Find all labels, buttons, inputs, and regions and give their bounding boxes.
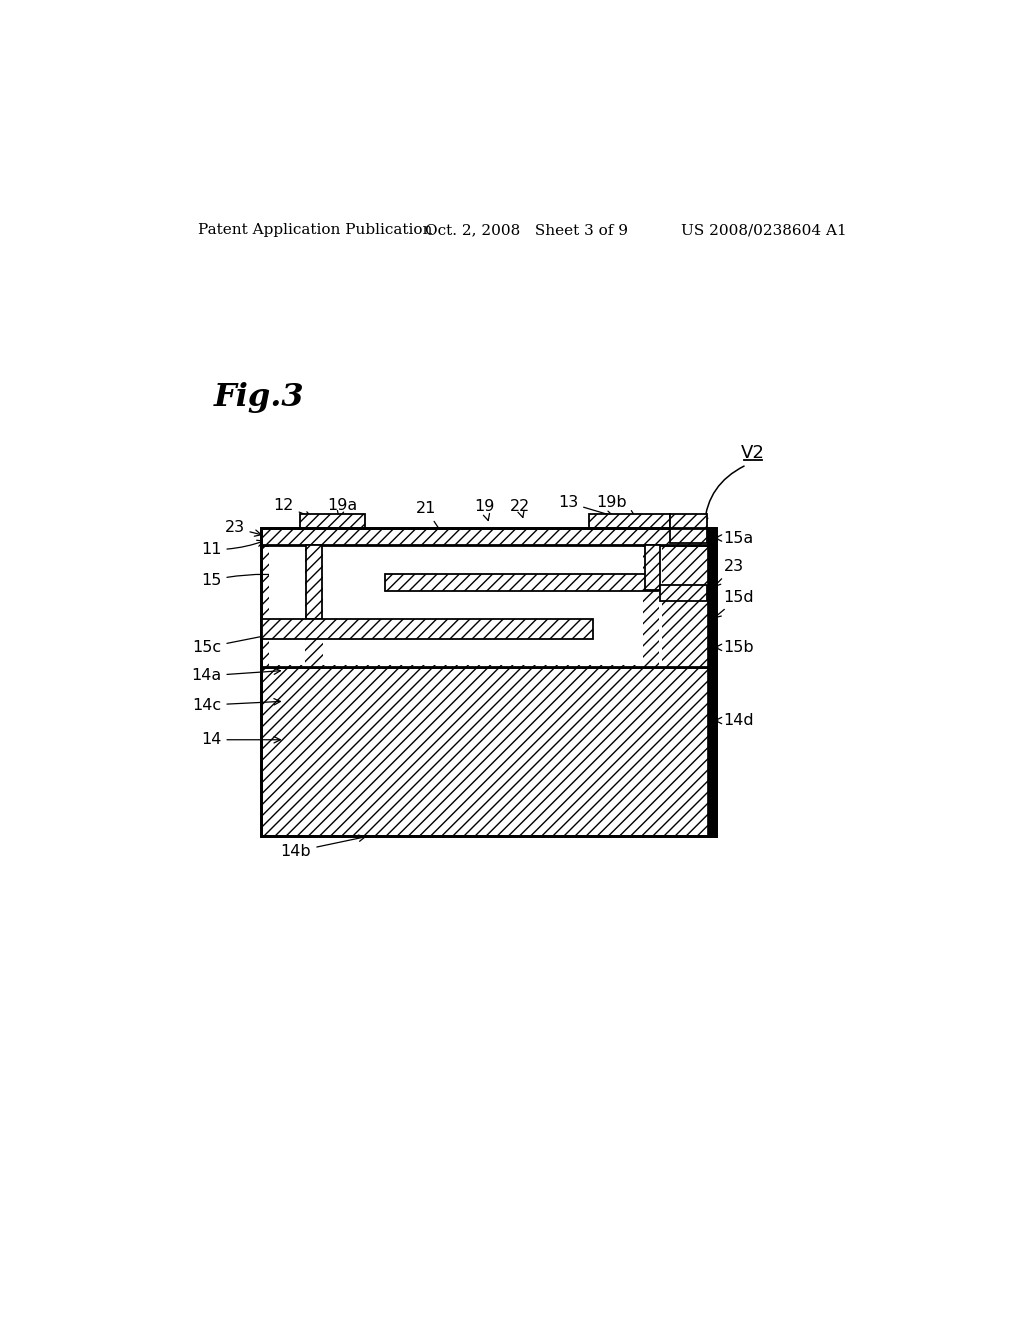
Text: 15c: 15c bbox=[193, 628, 296, 655]
Text: 22: 22 bbox=[509, 499, 529, 517]
Text: 14d: 14d bbox=[716, 713, 754, 729]
Text: 19a: 19a bbox=[327, 498, 357, 519]
Text: 13: 13 bbox=[558, 495, 613, 517]
Text: 23: 23 bbox=[224, 520, 261, 536]
Polygon shape bbox=[269, 546, 304, 665]
Text: 15a: 15a bbox=[716, 531, 754, 545]
Polygon shape bbox=[261, 619, 593, 639]
Polygon shape bbox=[323, 546, 643, 665]
Text: US 2008/0238604 A1: US 2008/0238604 A1 bbox=[681, 223, 847, 238]
Text: 19: 19 bbox=[474, 499, 495, 520]
Text: 14c: 14c bbox=[193, 697, 281, 713]
Polygon shape bbox=[670, 515, 707, 544]
Polygon shape bbox=[589, 515, 670, 528]
Text: Fig.3: Fig.3 bbox=[214, 381, 304, 413]
Polygon shape bbox=[261, 667, 716, 836]
Text: 14b: 14b bbox=[281, 836, 366, 859]
Polygon shape bbox=[645, 545, 660, 590]
Text: 14a: 14a bbox=[191, 668, 281, 684]
Text: 15: 15 bbox=[201, 573, 303, 587]
Text: 15b: 15b bbox=[716, 640, 754, 655]
Text: 11: 11 bbox=[201, 540, 264, 557]
Text: Patent Application Publication: Patent Application Publication bbox=[199, 223, 433, 238]
Polygon shape bbox=[385, 574, 658, 591]
Text: 12: 12 bbox=[273, 498, 311, 517]
Polygon shape bbox=[660, 585, 707, 601]
Text: 14: 14 bbox=[201, 733, 281, 747]
Text: 21: 21 bbox=[416, 502, 452, 548]
Polygon shape bbox=[300, 515, 366, 528]
Polygon shape bbox=[261, 528, 716, 545]
Text: V2: V2 bbox=[740, 444, 765, 462]
Text: Oct. 2, 2008   Sheet 3 of 9: Oct. 2, 2008 Sheet 3 of 9 bbox=[425, 223, 629, 238]
Polygon shape bbox=[261, 545, 716, 667]
Text: 19b: 19b bbox=[596, 495, 635, 516]
Text: 23: 23 bbox=[714, 558, 743, 586]
Polygon shape bbox=[707, 528, 716, 836]
Polygon shape bbox=[306, 545, 322, 619]
Text: 15d: 15d bbox=[715, 590, 754, 618]
Polygon shape bbox=[658, 546, 662, 665]
